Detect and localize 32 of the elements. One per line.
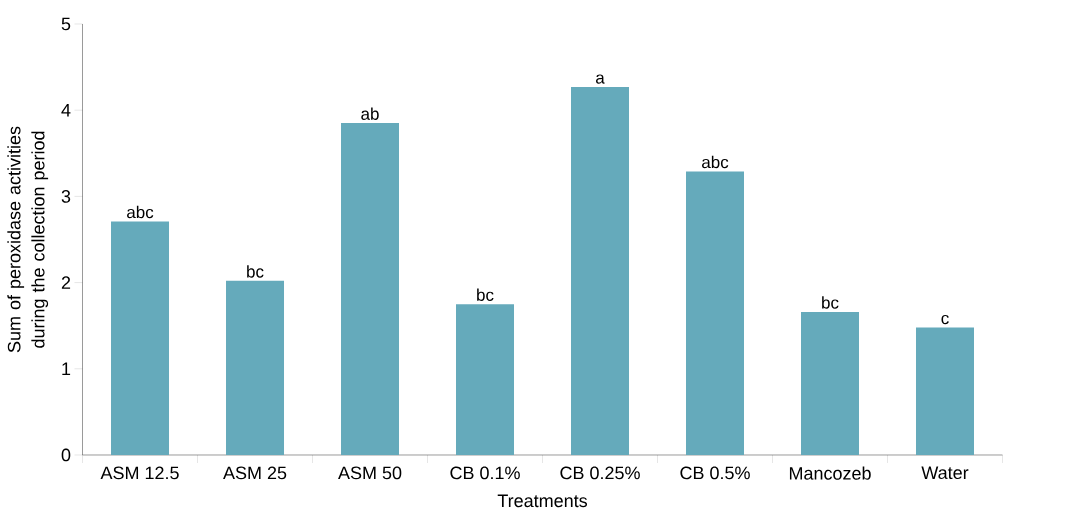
data-label: abc xyxy=(702,155,729,169)
x-tick-label: ASM 50 xyxy=(338,466,402,480)
x-tick-label: ASM 12.5 xyxy=(100,466,179,480)
y-axis-title: Sum of peroxidase activities during the collection period xyxy=(7,126,49,353)
bar xyxy=(341,123,400,455)
bar xyxy=(801,311,859,455)
x-tick-label: CB 0.1% xyxy=(450,466,520,480)
data-label: bc xyxy=(247,265,264,278)
data-label: a xyxy=(596,74,605,84)
x-tick-label: Water xyxy=(921,466,969,480)
x-axis-title: Treatments xyxy=(497,494,588,508)
x-tick-label: Mancozeb xyxy=(789,466,871,480)
bar xyxy=(456,304,515,455)
data-label: bc xyxy=(822,296,839,309)
data-label: ab xyxy=(361,107,379,120)
y-tick-label: 3 xyxy=(61,190,71,203)
bar xyxy=(571,86,629,455)
x-tick-label: ASM 25 xyxy=(223,466,287,480)
data-label: c xyxy=(941,314,949,325)
x-tick-label: CB 0.5% xyxy=(680,466,750,480)
bar xyxy=(226,280,285,455)
y-tick-label: 0 xyxy=(61,448,71,462)
bar xyxy=(686,171,744,455)
data-label: bc xyxy=(477,288,494,301)
y-tick-label: 5 xyxy=(61,17,71,31)
x-tick-label: CB 0.25% xyxy=(560,466,640,480)
bar xyxy=(916,327,974,455)
data-label: abc xyxy=(127,205,154,219)
bar xyxy=(111,221,170,455)
y-tick-label: 4 xyxy=(61,103,71,117)
y-tick-label: 1 xyxy=(62,362,71,375)
y-tick-label: 2 xyxy=(61,276,71,289)
